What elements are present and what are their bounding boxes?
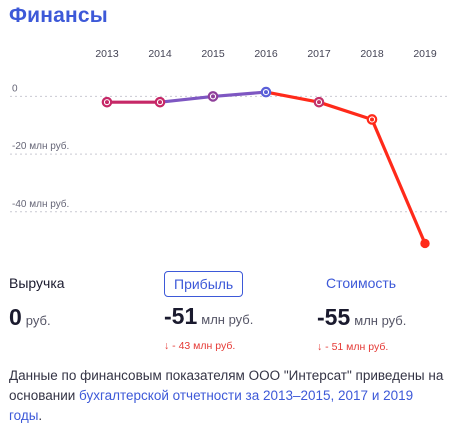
footnote-text: Данные по финансовым показателям ООО "Ин… [9,368,444,403]
x-tick-label: 2013 [95,48,119,60]
x-tick-label: 2016 [254,48,278,60]
y-tick-label: -40 млн руб. [12,198,69,210]
data-point-core [317,100,321,105]
series-segment [264,90,321,104]
data-point-core [211,94,215,99]
x-tick-label: 2018 [360,48,384,60]
series-segment [370,117,427,246]
footnote-report-link[interactable]: бухгалтерской отчетности за 2013–2015, 2… [9,388,414,423]
data-point[interactable] [420,238,430,249]
x-tick-label: 2019 [413,48,437,60]
x-tick-label: 2017 [307,48,331,60]
y-tick-label: -20 млн руб. [12,140,69,152]
metric-profit: Прибыль -51 млн руб. ↓ - 43 млн руб. [164,268,253,352]
metric-cost-unit: млн руб. [354,313,407,328]
series-segment [317,100,374,122]
tab-profit[interactable]: Прибыль [164,271,244,297]
finance-line-chart: 2013 2014 2015 2016 2017 2018 2019 0 -20 млн ру… [10,48,450,249]
metric-cost-delta: ↓ - 51 млн руб. [317,341,389,353]
tab-cost[interactable]: Стоимость [326,275,397,291]
metric-cost-value: -55 [317,304,351,330]
metric-profit-unit: млн руб. [201,312,254,327]
metric-revenue-unit: руб. [25,313,51,328]
data-point-core [105,100,109,105]
footnote: Данные по финансовым показателям ООО "Ин… [9,366,449,426]
metric-revenue-value: 0 [9,304,22,330]
footnote-end: . [38,408,43,423]
data-point-core [158,100,162,105]
metrics-row: Выручка 0 руб. Прибыль -51 млн руб. ↓ - 43… [0,268,459,358]
x-tick-label: 2014 [148,48,172,60]
series-segment [211,90,268,99]
series-segment [158,94,215,104]
metric-profit-delta: ↓ - 43 млн руб. [164,340,236,352]
metric-profit-value: -51 [164,303,198,329]
section-title: Финансы [9,4,108,27]
x-tick-label: 2015 [201,48,225,60]
metric-revenue-label: Выручка [9,275,65,291]
metric-cost: Стоимость -55 млн руб. ↓ - 51 млн руб. [317,268,406,353]
data-point-core [370,117,374,122]
metric-revenue: Выручка 0 руб. [9,268,65,331]
data-point-core [264,90,268,95]
y-tick-label: 0 [12,83,18,94]
